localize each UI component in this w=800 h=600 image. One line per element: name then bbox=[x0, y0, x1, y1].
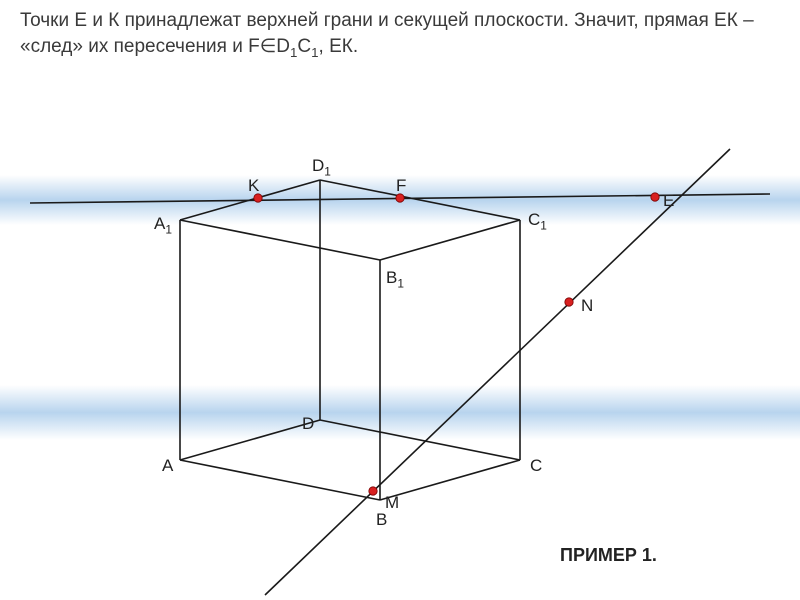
label-point-K: K bbox=[248, 176, 259, 196]
point-E bbox=[651, 193, 659, 201]
label-vertex-D: D bbox=[302, 414, 314, 434]
label-vertex-C: C bbox=[530, 456, 542, 476]
point-N bbox=[565, 298, 573, 306]
desc-suffix: , ЕК. bbox=[319, 36, 359, 57]
label-vertex-D1: D1 bbox=[312, 156, 331, 178]
geometry-diagram bbox=[0, 0, 800, 600]
label-vertex-C1: C1 bbox=[528, 210, 547, 232]
desc-c: C bbox=[297, 36, 311, 57]
example-label: ПРИМЕР 1. bbox=[560, 545, 657, 566]
point-M bbox=[369, 487, 377, 495]
label-point-N: N bbox=[581, 296, 593, 316]
label-vertex-A: A bbox=[162, 456, 173, 476]
desc-line2-prefix: «след» их пересечения и F bbox=[20, 36, 260, 57]
desc-sub2: 1 bbox=[311, 44, 318, 59]
label-vertex-B: B bbox=[376, 510, 387, 530]
description-text: Точки Е и К принадлежат верхней грани и … bbox=[20, 8, 780, 61]
label-vertex-A1: A1 bbox=[154, 214, 172, 236]
label-point-E: E bbox=[663, 191, 674, 211]
label-point-F: F bbox=[396, 176, 406, 196]
label-point-M: M bbox=[385, 493, 399, 513]
label-vertex-B1: B1 bbox=[386, 268, 404, 290]
desc-line1: Точки Е и К принадлежат верхней грани и … bbox=[20, 10, 754, 31]
desc-elem-symbol: ∈ bbox=[260, 36, 277, 57]
desc-d: D bbox=[276, 36, 290, 57]
